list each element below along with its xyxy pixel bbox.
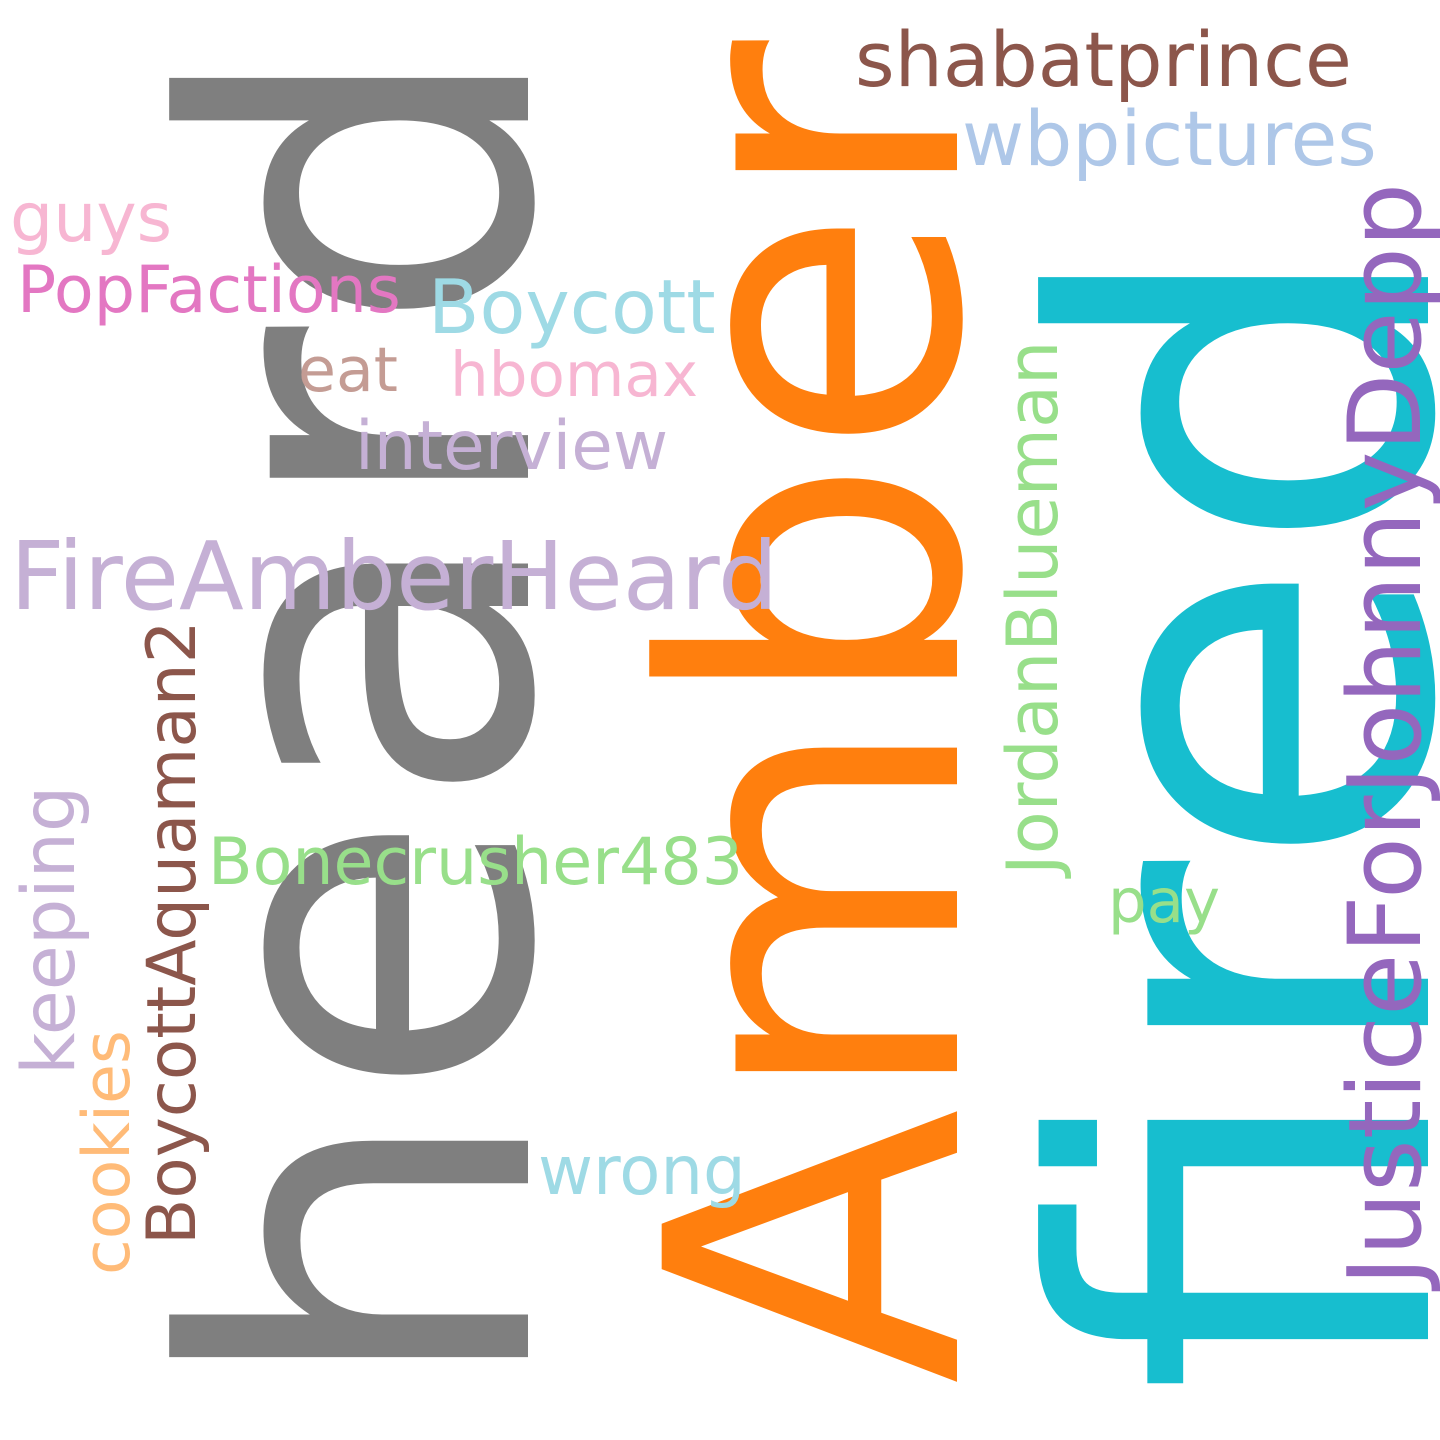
- word-justicefor: JusticeForJohnnyDepp: [1326, 182, 1440, 1286]
- word-jordan: JordanBlueman: [992, 340, 1074, 876]
- word-pay: pay: [1108, 866, 1220, 937]
- word-shabat: shabatprince: [855, 15, 1352, 104]
- word-wbpictures: wbpictures: [962, 95, 1377, 183]
- word-guys: guys: [10, 179, 173, 258]
- word-eat: eat: [298, 334, 398, 406]
- word-popfactions: PopFactions: [17, 253, 401, 328]
- word-hbomax: hbomax: [450, 340, 698, 411]
- word-interview: interview: [355, 406, 669, 485]
- word-cookies: cookies: [70, 1030, 145, 1275]
- word-boycott: Boycott: [428, 263, 716, 351]
- word-bonecrusher: Bonecrusher483: [208, 825, 744, 900]
- word-wrong: wrong: [538, 1132, 746, 1210]
- word-boycottaquaman: BoycottAquaman2: [132, 620, 211, 1245]
- word-fireamber: FireAmberHeard: [10, 522, 779, 632]
